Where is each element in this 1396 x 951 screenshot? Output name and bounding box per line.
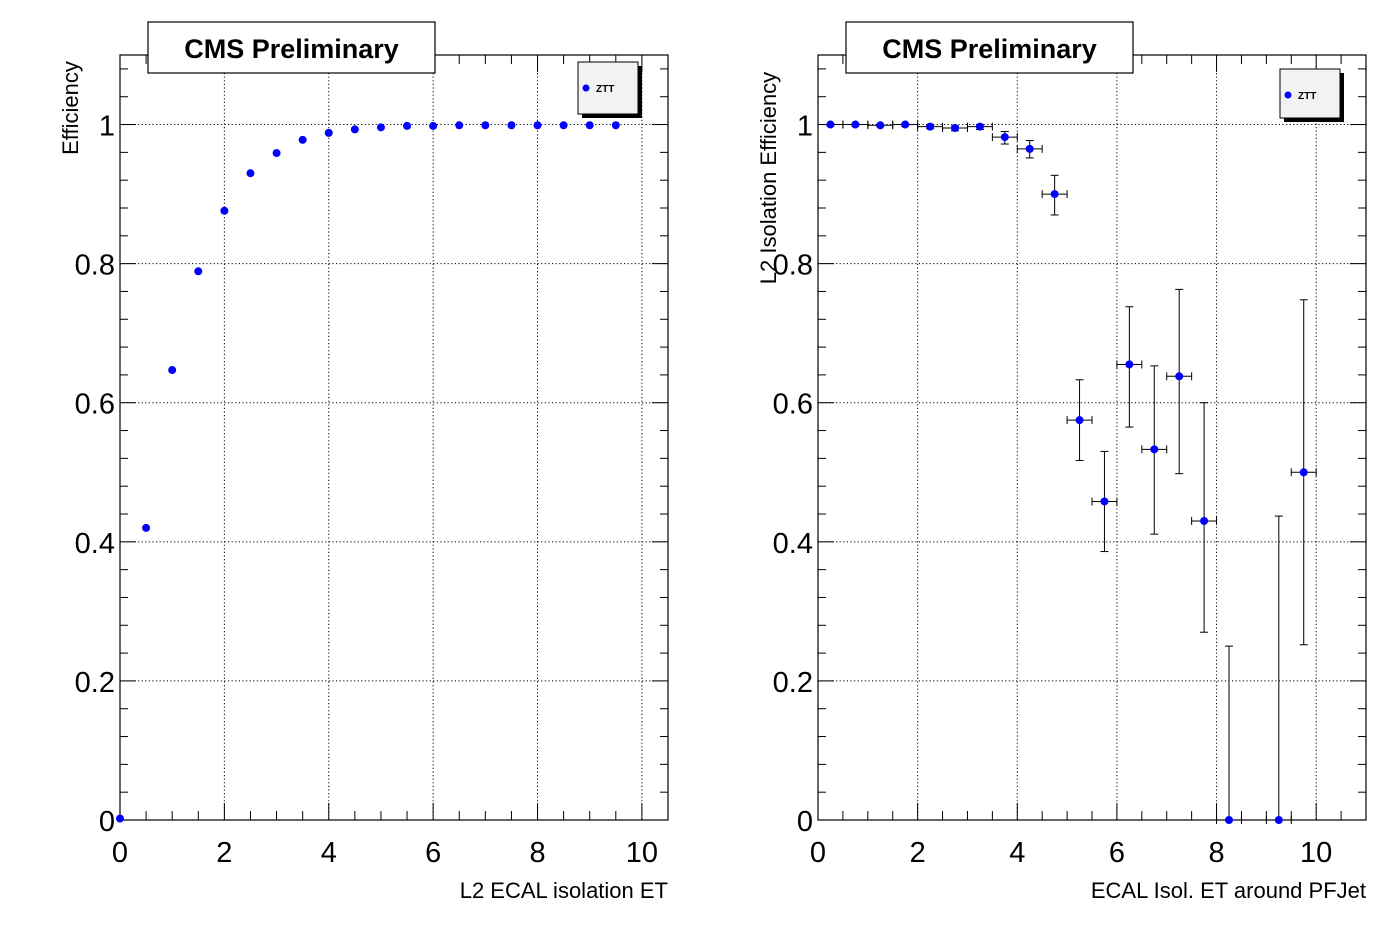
data-point [1200,516,1209,525]
data-point [1150,445,1159,454]
legend-marker [1284,91,1292,99]
x-axis-title: L2 ECAL isolation ET [460,878,668,903]
data-point [611,121,620,130]
x-tick-label: 2 [910,837,926,869]
y-tick-label: 0 [797,806,813,838]
data-point [951,124,959,133]
data-point [272,149,281,158]
y-tick-label: 0.4 [773,528,813,560]
data-point [376,123,385,132]
right-isolation-efficiency-panel: 0 2 4 6 8 10 0 0.2 0.4 0.6 0.8 1 ECAL Isol. ET aroun… [756,21,1367,903]
data-point [168,366,177,375]
data-point [1025,144,1034,153]
data-point [220,206,229,215]
y-axis-title: Efficiency [58,61,83,155]
data-point [298,135,307,144]
x-tick-label: 6 [425,837,441,869]
data-point [142,523,151,532]
left-efficiency-panel: 0 2 4 6 8 10 0 0.2 0.4 0.6 0.8 1 L2 ECAL isolation E… [58,21,669,903]
data-point [1075,416,1084,425]
y-axis-title: L2 Isolation Efficiency [756,72,781,284]
x-tick-label: 8 [1208,837,1224,869]
x-tick-label: 10 [1300,837,1332,869]
data-point [1100,497,1109,506]
data-point [926,122,935,131]
data-point [455,121,464,130]
y-tick-label: 0 [99,806,115,838]
x-tick-label: 0 [112,837,128,869]
data-point [1274,816,1283,824]
x-axis-title: ECAL Isol. ET around PFJet [1091,878,1366,903]
y-tick-label: 1 [797,111,813,143]
data-point [1225,816,1233,824]
data-point [1299,468,1308,477]
legend-marker [582,84,590,92]
legend-entry: ZTT [1298,91,1316,102]
data-point [901,120,910,129]
data-point [826,120,835,129]
x-tick-label: 0 [810,837,826,869]
data-point [851,120,860,129]
data-point [116,814,124,823]
data-point [429,121,438,130]
y-tick-label: 0.8 [773,250,813,282]
x-tick-label: 4 [321,837,337,869]
data-point [1125,360,1134,369]
title-box [845,21,1134,74]
data-point [324,128,333,137]
chart-title: CMS Preliminary [882,34,1097,64]
x-tick-label: 2 [216,837,232,869]
plot-frame [119,54,669,821]
data-point [1000,133,1009,142]
data-point [403,121,412,130]
data-point [507,121,516,130]
x-tick-label: 8 [529,837,545,869]
chart-title: CMS Preliminary [184,34,399,64]
y-tick-label: 1 [99,111,115,143]
legend-entry: ZTT [596,84,614,95]
x-tick-label: 10 [626,837,658,869]
data-point [194,267,203,276]
data-point [533,121,542,130]
y-tick-label: 0.4 [75,528,115,560]
data-point [876,121,885,130]
data-point [585,121,594,130]
data-point [559,121,568,130]
x-tick-label: 4 [1009,837,1025,869]
data-series [817,120,1317,824]
data-point [975,122,984,131]
data-point [350,125,359,134]
data-point [246,169,255,178]
y-tick-label: 0.6 [75,389,115,421]
title-box [147,21,436,74]
data-series [116,121,620,823]
y-tick-label: 0.2 [773,667,813,699]
data-point [481,121,490,130]
y-tick-label: 0.8 [75,250,115,282]
data-point [1175,372,1184,381]
data-point [1050,190,1059,199]
y-tick-label: 0.6 [773,389,813,421]
plot-frame [817,54,1367,821]
x-tick-label: 6 [1109,837,1125,869]
y-tick-label: 0.2 [75,667,115,699]
